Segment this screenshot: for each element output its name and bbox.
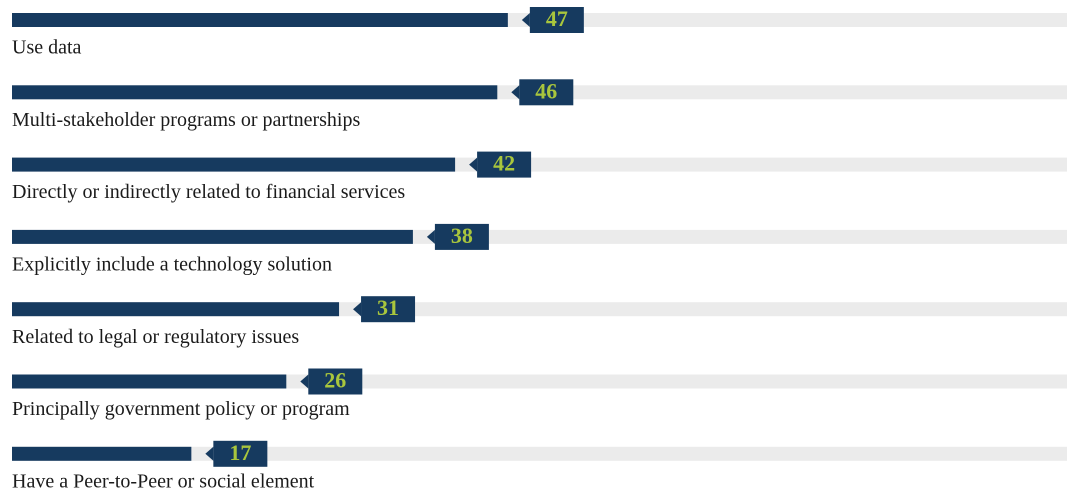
bar-track <box>12 446 1067 461</box>
value-box <box>361 296 416 323</box>
category-label: Related to legal or regulatory issues <box>12 326 299 348</box>
bar <box>12 157 456 172</box>
value-pointer <box>511 85 520 100</box>
category-label: Have a Peer-to-Peer or social element <box>12 470 315 492</box>
bar <box>12 374 287 389</box>
value-box <box>434 223 489 250</box>
category-label: Explicitly include a technology solution <box>12 253 332 275</box>
value-box <box>529 7 584 33</box>
value-box <box>477 151 532 178</box>
bar <box>12 446 192 461</box>
value-pointer <box>521 13 530 27</box>
value-pointer <box>426 229 435 244</box>
value-label: 46 <box>535 78 557 103</box>
category-label: Multi-stakeholder programs or partnershi… <box>12 109 360 131</box>
category-label: Directly or indirectly related to financ… <box>12 181 405 203</box>
value-label: 26 <box>324 368 346 393</box>
value-label: 38 <box>451 223 473 248</box>
bar <box>12 302 340 317</box>
value-pointer <box>300 374 309 389</box>
category-label: Use data <box>12 37 82 59</box>
value-label: 17 <box>229 440 251 465</box>
value-pointer <box>353 302 362 317</box>
value-pointer <box>469 157 478 172</box>
value-box <box>308 368 363 395</box>
bar <box>12 85 498 100</box>
value-pointer <box>205 446 214 461</box>
value-label: 31 <box>377 295 399 320</box>
value-box <box>519 79 574 106</box>
bar <box>12 229 413 244</box>
value-label: 42 <box>493 151 515 176</box>
value-box <box>213 440 268 467</box>
category-label: Principally government policy or program <box>12 398 350 420</box>
value-label: 47 <box>546 6 568 31</box>
bar <box>12 13 508 27</box>
